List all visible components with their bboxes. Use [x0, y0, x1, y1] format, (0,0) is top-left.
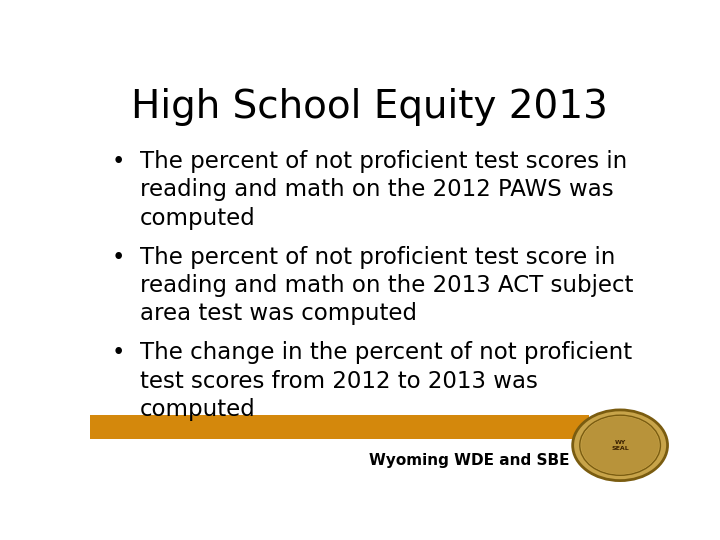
Text: •: • [111, 150, 125, 173]
Text: WY
SEAL: WY SEAL [611, 440, 629, 451]
Text: •: • [111, 246, 125, 269]
Text: The percent of not proficient test scores in
reading and math on the 2012 PAWS w: The percent of not proficient test score… [140, 150, 627, 230]
Circle shape [572, 410, 667, 481]
Circle shape [581, 416, 659, 474]
Text: •: • [111, 341, 125, 365]
Text: The percent of not proficient test score in
reading and math on the 2013 ACT sub: The percent of not proficient test score… [140, 246, 634, 326]
Text: The change in the percent of not proficient
test scores from 2012 to 2013 was
co: The change in the percent of not profici… [140, 341, 632, 421]
FancyBboxPatch shape [90, 415, 590, 439]
Text: High School Equity 2013: High School Equity 2013 [130, 87, 608, 126]
Text: Wyoming WDE and SBE: Wyoming WDE and SBE [369, 453, 570, 468]
